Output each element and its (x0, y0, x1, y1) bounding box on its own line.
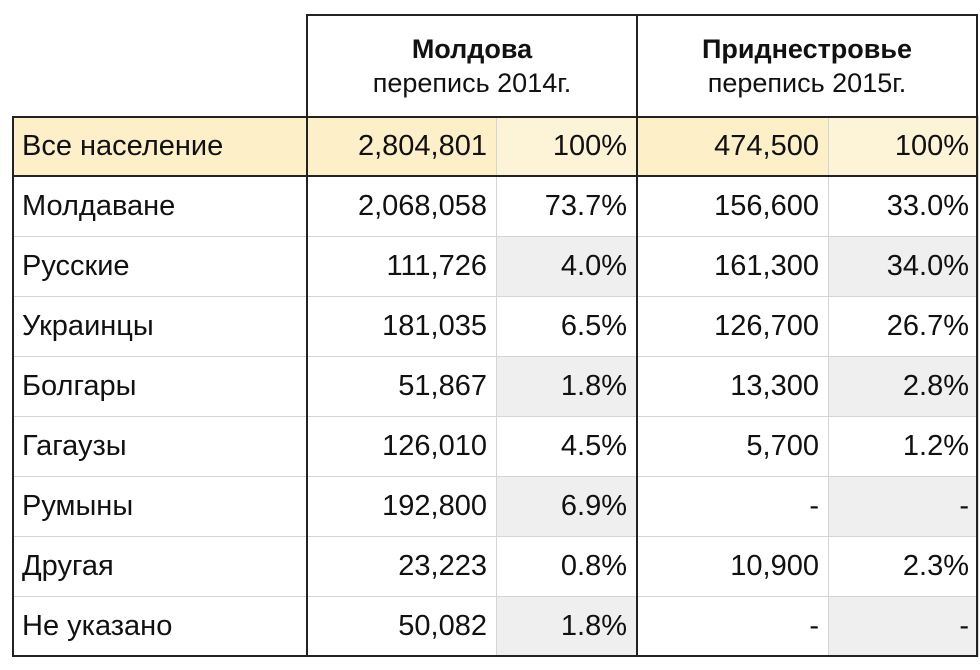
transnistria-percent-cell: - (828, 476, 979, 537)
moldova-percent-cell: 4.5% (496, 416, 637, 477)
moldova-percent-cell: 0.8% (496, 536, 637, 597)
moldova-percent-cell: 6.9% (496, 476, 637, 537)
moldova-count-cell: 181,035 (306, 296, 497, 357)
table-row: Гагаузы 126,010 4.5% 5,700 1.2% (12, 416, 979, 477)
moldova-percent-cell: 6.5% (496, 296, 637, 357)
moldova-title: Молдова (411, 34, 533, 64)
moldova-percent-cell: 1.8% (496, 596, 637, 657)
transnistria-count-cell: 474,500 (636, 116, 829, 177)
transnistria-count-cell: - (636, 476, 829, 537)
total-row: Все население 2,804,801 100% 474,500 100% (12, 116, 979, 177)
moldova-percent-cell: 100% (496, 116, 637, 177)
ethnic-composition-table: Все население 2,804,801 100% 474,500 100% Мол… (12, 116, 979, 657)
table-row: Не указано 50,082 1.8% - - (12, 596, 979, 657)
table-row: Болгары 51,867 1.8% 13,300 2.8% (12, 356, 979, 417)
ethnic-group-cell: Болгары (12, 356, 307, 417)
transnistria-count-cell: 13,300 (636, 356, 829, 417)
moldova-subtitle: перепись 2014г. (372, 68, 572, 98)
transnistria-count-cell: 5,700 (636, 416, 829, 477)
moldova-count-cell: 23,223 (306, 536, 497, 597)
transnistria-count-cell: - (636, 596, 829, 657)
ethnic-group-cell: Не указано (12, 596, 307, 657)
transnistria-percent-cell: 34.0% (828, 236, 979, 297)
transnistria-percent-cell: 100% (828, 116, 979, 177)
ethnic-group-cell: Все население (12, 116, 307, 177)
moldova-percent-cell: 1.8% (496, 356, 637, 417)
ethnic-group-cell: Украинцы (12, 296, 307, 357)
ethnic-group-cell: Другая (12, 536, 307, 597)
table-row: Украинцы 181,035 6.5% 126,700 26.7% (12, 296, 979, 357)
ethnic-group-cell: Русские (12, 236, 307, 297)
table-row: Другая 23,223 0.8% 10,900 2.3% (12, 536, 979, 597)
transnistria-count-cell: 126,700 (636, 296, 829, 357)
transnistria-percent-cell: 1.2% (828, 416, 979, 477)
transnistria-percent-cell: 26.7% (828, 296, 979, 357)
moldova-count-cell: 51,867 (306, 356, 497, 417)
ethnic-group-cell: Румыны (12, 476, 307, 537)
moldova-count-cell: 126,010 (306, 416, 497, 477)
transnistria-count-cell: 156,600 (636, 176, 829, 237)
moldova-header: Молдова перепись 2014г. (306, 14, 638, 116)
transnistria-percent-cell: - (828, 596, 979, 657)
transnistria-subtitle: перепись 2015г. (707, 68, 907, 98)
transnistria-percent-cell: 2.3% (828, 536, 979, 597)
moldova-percent-cell: 4.0% (496, 236, 637, 297)
transnistria-percent-cell: 33.0% (828, 176, 979, 237)
transnistria-count-cell: 161,300 (636, 236, 829, 297)
table-row: Русские 111,726 4.0% 161,300 34.0% (12, 236, 979, 297)
transnistria-percent-cell: 2.8% (828, 356, 979, 417)
moldova-percent-cell: 73.7% (496, 176, 637, 237)
ethnic-group-cell: Гагаузы (12, 416, 307, 477)
transnistria-header: Приднестровье перепись 2015г. (636, 14, 978, 116)
table-row: Румыны 192,800 6.9% - - (12, 476, 979, 537)
transnistria-title: Приднестровье (701, 34, 913, 64)
moldova-count-cell: 50,082 (306, 596, 497, 657)
moldova-count-cell: 2,804,801 (306, 116, 497, 177)
ethnic-group-cell: Молдаване (12, 176, 307, 237)
transnistria-count-cell: 10,900 (636, 536, 829, 597)
moldova-count-cell: 2,068,058 (306, 176, 497, 237)
table-row: Молдаване 2,068,058 73.7% 156,600 33.0% (12, 176, 979, 237)
moldova-count-cell: 192,800 (306, 476, 497, 537)
moldova-count-cell: 111,726 (306, 236, 497, 297)
